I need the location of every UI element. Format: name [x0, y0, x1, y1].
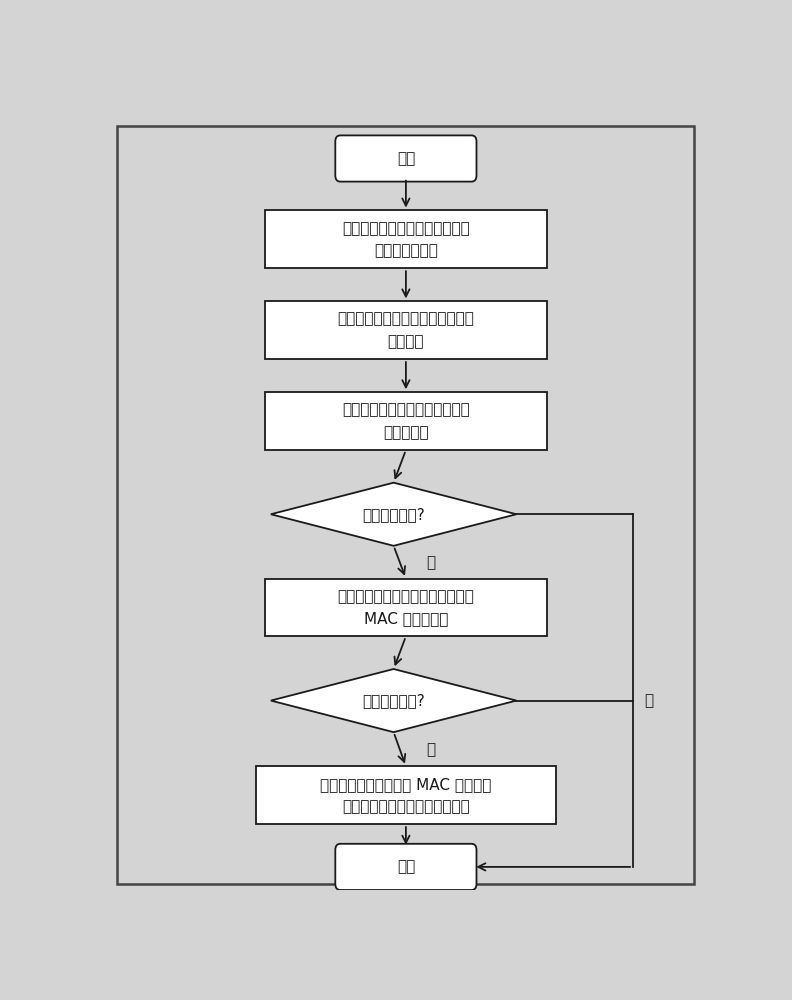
Bar [256, 766, 556, 824]
Polygon shape [271, 669, 516, 732]
Bar [265, 210, 547, 268]
Text: 是: 是 [426, 555, 435, 570]
Text: 移动终端请求与选择的接入点进
行链路验证: 移动终端请求与选择的接入点进 行链路验证 [342, 402, 470, 440]
Text: 验证是否成功?: 验证是否成功? [362, 693, 425, 708]
Text: 移动终端发出重新关联请求帧（含
MAC 地址信息）: 移动终端发出重新关联请求帧（含 MAC 地址信息） [337, 589, 474, 626]
Text: 移动终端在每个可用信道上主动
发出探询请求帧: 移动终端在每个可用信道上主动 发出探询请求帧 [342, 221, 470, 258]
Polygon shape [271, 483, 516, 546]
FancyBboxPatch shape [335, 135, 477, 182]
Bar [265, 301, 547, 359]
Bar [265, 392, 547, 450]
Text: 接入点返回探询响应帧、支持的速
率等信息: 接入点返回探询响应帧、支持的速 率等信息 [337, 312, 474, 349]
Text: 结束: 结束 [397, 859, 415, 874]
FancyBboxPatch shape [335, 844, 477, 890]
Text: 接入点将该移动终端的 MAC 地址、时
间戳等信息上传轨迹预测服务器: 接入点将该移动终端的 MAC 地址、时 间戳等信息上传轨迹预测服务器 [320, 777, 492, 814]
Text: 验证是否成功?: 验证是否成功? [362, 507, 425, 522]
Text: 否: 否 [644, 693, 653, 708]
Text: 开始: 开始 [397, 151, 415, 166]
Text: 是: 是 [426, 742, 435, 757]
Bar [265, 579, 547, 636]
